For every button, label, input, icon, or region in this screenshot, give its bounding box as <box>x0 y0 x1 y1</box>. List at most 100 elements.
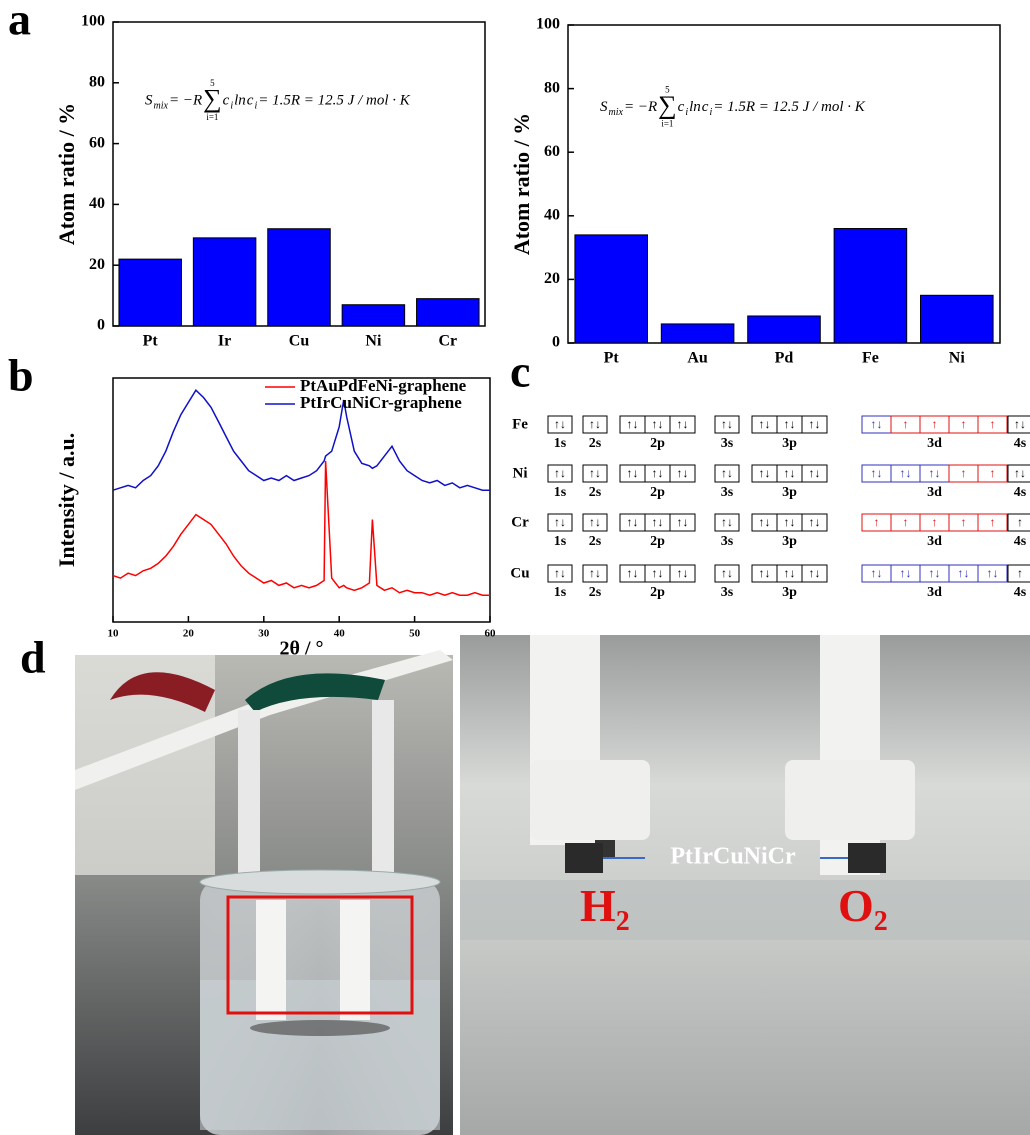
line-series <box>112 460 490 596</box>
bar <box>267 228 331 327</box>
orbital-arrow: ↑↓ <box>589 417 601 431</box>
x-tick-label: Pd <box>775 350 794 367</box>
orbital-arrow: ↑ <box>961 417 967 431</box>
annotation: i <box>254 100 257 111</box>
orbital-box <box>669 513 696 532</box>
orbital-arrow: ↑ <box>1017 515 1023 529</box>
orbital-arrow: ↑↓ <box>958 566 970 580</box>
orbital-box <box>801 464 828 483</box>
gas-label: O2 <box>838 880 888 938</box>
orbital-arrow: ↑↓ <box>759 417 771 431</box>
x-tick-label: 50 <box>409 628 421 640</box>
orbital-arrow: ↑ <box>903 417 909 431</box>
orbital-arrow: ↑↓ <box>554 515 566 529</box>
orbital-arrow: ↑↓ <box>929 566 941 580</box>
annotation: c <box>678 99 685 115</box>
bar <box>920 294 994 344</box>
y-axis-label: Intensity / a.u. <box>54 433 79 567</box>
panel-label: b <box>8 350 34 401</box>
orbital-arrow: ↑ <box>932 515 938 529</box>
orbital-arrow: ↑↓ <box>871 466 883 480</box>
bar <box>747 315 821 344</box>
orbital-box <box>714 415 740 434</box>
legend-label: PtAuPdFeNi-graphene <box>300 376 467 395</box>
annotation: mix <box>154 100 169 111</box>
subshell-label: 2s <box>589 585 602 600</box>
orbital-arrow: ↑↓ <box>554 417 566 431</box>
y-tick-label: 20 <box>544 270 560 287</box>
bar <box>118 258 182 327</box>
subshell-label: 1s <box>554 485 567 500</box>
orbital-box <box>669 464 696 483</box>
annotation: = −R <box>169 92 202 108</box>
orbital-arrow: ↑↓ <box>1014 466 1026 480</box>
y-tick-label: 40 <box>89 195 105 212</box>
annotation: c <box>247 92 254 108</box>
orbital-box <box>547 415 573 434</box>
orbital-box <box>801 564 828 583</box>
orbital-arrow: ↑↓ <box>627 566 639 580</box>
subshell-label: 2p <box>650 585 665 600</box>
x-tick-label: 20 <box>183 628 195 640</box>
photo-left <box>75 650 453 1135</box>
x-tick-label: Ir <box>218 333 231 350</box>
element-label: Fe <box>512 416 528 432</box>
orbital-arrow: ↑ <box>932 417 938 431</box>
orbital-arrow: ↑↓ <box>900 566 912 580</box>
orbital-arrow: ↑↓ <box>652 466 664 480</box>
annotation: = 1.5R = 12.5 J / mol · K <box>713 99 865 115</box>
annotation: i=1 <box>206 112 218 122</box>
x-tick-label: Ni <box>949 350 966 367</box>
orbital-arrow: ↑↓ <box>759 466 771 480</box>
annotation: S <box>600 99 608 115</box>
orbital-arrow: ↑ <box>990 466 996 480</box>
y-tick-label: 0 <box>97 317 105 334</box>
annotation: c <box>702 99 709 115</box>
orbital-arrow: ↑↓ <box>721 466 733 480</box>
orbital-arrow: ↑↓ <box>721 417 733 431</box>
annotation: ln <box>234 92 246 108</box>
subshell-label: 1s <box>554 436 567 451</box>
annotation: = 1.5R = 12.5 J / mol · K <box>258 92 410 108</box>
y-tick-label: 80 <box>544 79 560 96</box>
y-tick-label: 80 <box>89 73 105 90</box>
annotation: i=1 <box>661 119 673 129</box>
x-tick-label: Cr <box>438 333 457 350</box>
subshell-label: 3s <box>721 534 734 549</box>
orbital-arrow: ↑↓ <box>589 466 601 480</box>
orbital-arrow: ↑↓ <box>554 566 566 580</box>
orbital-box <box>714 513 740 532</box>
x-axis-label: 2θ / ° <box>280 638 324 660</box>
annotation: S <box>145 92 153 108</box>
x-tick-label: 40 <box>334 628 346 640</box>
legend-label: PtIrCuNiCr-graphene <box>300 393 462 412</box>
annotation: i <box>685 107 688 118</box>
orbital-box <box>714 464 740 483</box>
orbital-box <box>547 564 573 583</box>
photo-right: PtIrCuNiCr H2 O2 <box>460 635 1030 1135</box>
subshell-label: 3s <box>721 436 734 451</box>
orbital-arrow: ↑↓ <box>987 566 999 580</box>
subshell-label: 3d <box>927 585 942 600</box>
orbital-box <box>714 564 740 583</box>
orbital-arrow: ↑↓ <box>784 566 796 580</box>
subshell-label: 2p <box>650 534 665 549</box>
element-label: Cr <box>511 514 529 530</box>
orbital-arrow: ↑↓ <box>677 466 689 480</box>
orbital-arrow: ↑↓ <box>627 466 639 480</box>
orbital-arrow: ↑↓ <box>809 417 821 431</box>
panel-label: a <box>8 0 31 45</box>
orbital-arrow: ↑↓ <box>871 566 883 580</box>
orbital-arrow: ↑ <box>874 515 880 529</box>
orbital-arrow: ↑↓ <box>589 515 601 529</box>
photo-label: PtIrCuNiCr <box>670 844 796 870</box>
y-tick-label: 40 <box>544 206 560 223</box>
subshell-label: 4s <box>1014 534 1027 549</box>
subshell-label: 2p <box>650 436 665 451</box>
orbital-arrow: ↑↓ <box>554 466 566 480</box>
orbital-box <box>977 564 1008 583</box>
y-tick-label: 60 <box>89 134 105 151</box>
subshell-label: 3d <box>927 534 942 549</box>
x-tick-label: Fe <box>862 350 879 367</box>
